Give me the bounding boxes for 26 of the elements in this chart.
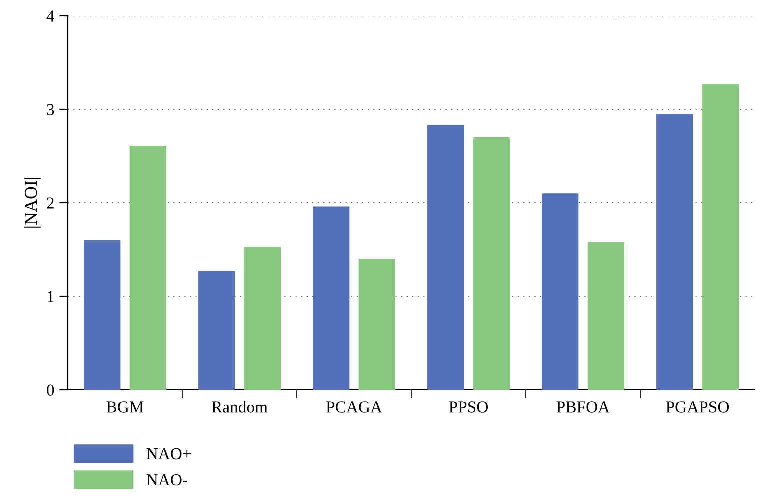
y-tick-label: 1: [48, 291, 54, 302]
bar: [84, 240, 121, 390]
y-tick-label: 3: [47, 104, 54, 116]
bar: [428, 125, 464, 390]
y-tick-label: 0: [47, 384, 54, 396]
bar: [656, 114, 694, 390]
bar: [473, 138, 510, 390]
bar: [313, 206, 350, 390]
bar: [702, 84, 739, 390]
y-tick-label: 4: [46, 10, 55, 22]
bar: [588, 242, 624, 390]
bar: [542, 194, 579, 390]
bar: [198, 271, 236, 390]
bar: [244, 246, 281, 390]
x-tick-label: PCAGA: [326, 402, 382, 413]
x-tick-label: Random: [212, 401, 268, 413]
bar: [130, 146, 166, 390]
x-tick-label: PGAPSO: [666, 402, 730, 413]
legend-label: NAO+: [146, 448, 192, 460]
x-tick-label: PBFOA: [556, 402, 610, 413]
y-tick-label: 2: [47, 198, 54, 209]
x-tick-label: PPSO: [449, 402, 488, 413]
bar: [358, 259, 396, 390]
x-tick-label: BGM: [106, 402, 144, 413]
legend-label: NAO-: [146, 474, 188, 486]
y-axis-title: |NAOI|: [24, 178, 41, 228]
